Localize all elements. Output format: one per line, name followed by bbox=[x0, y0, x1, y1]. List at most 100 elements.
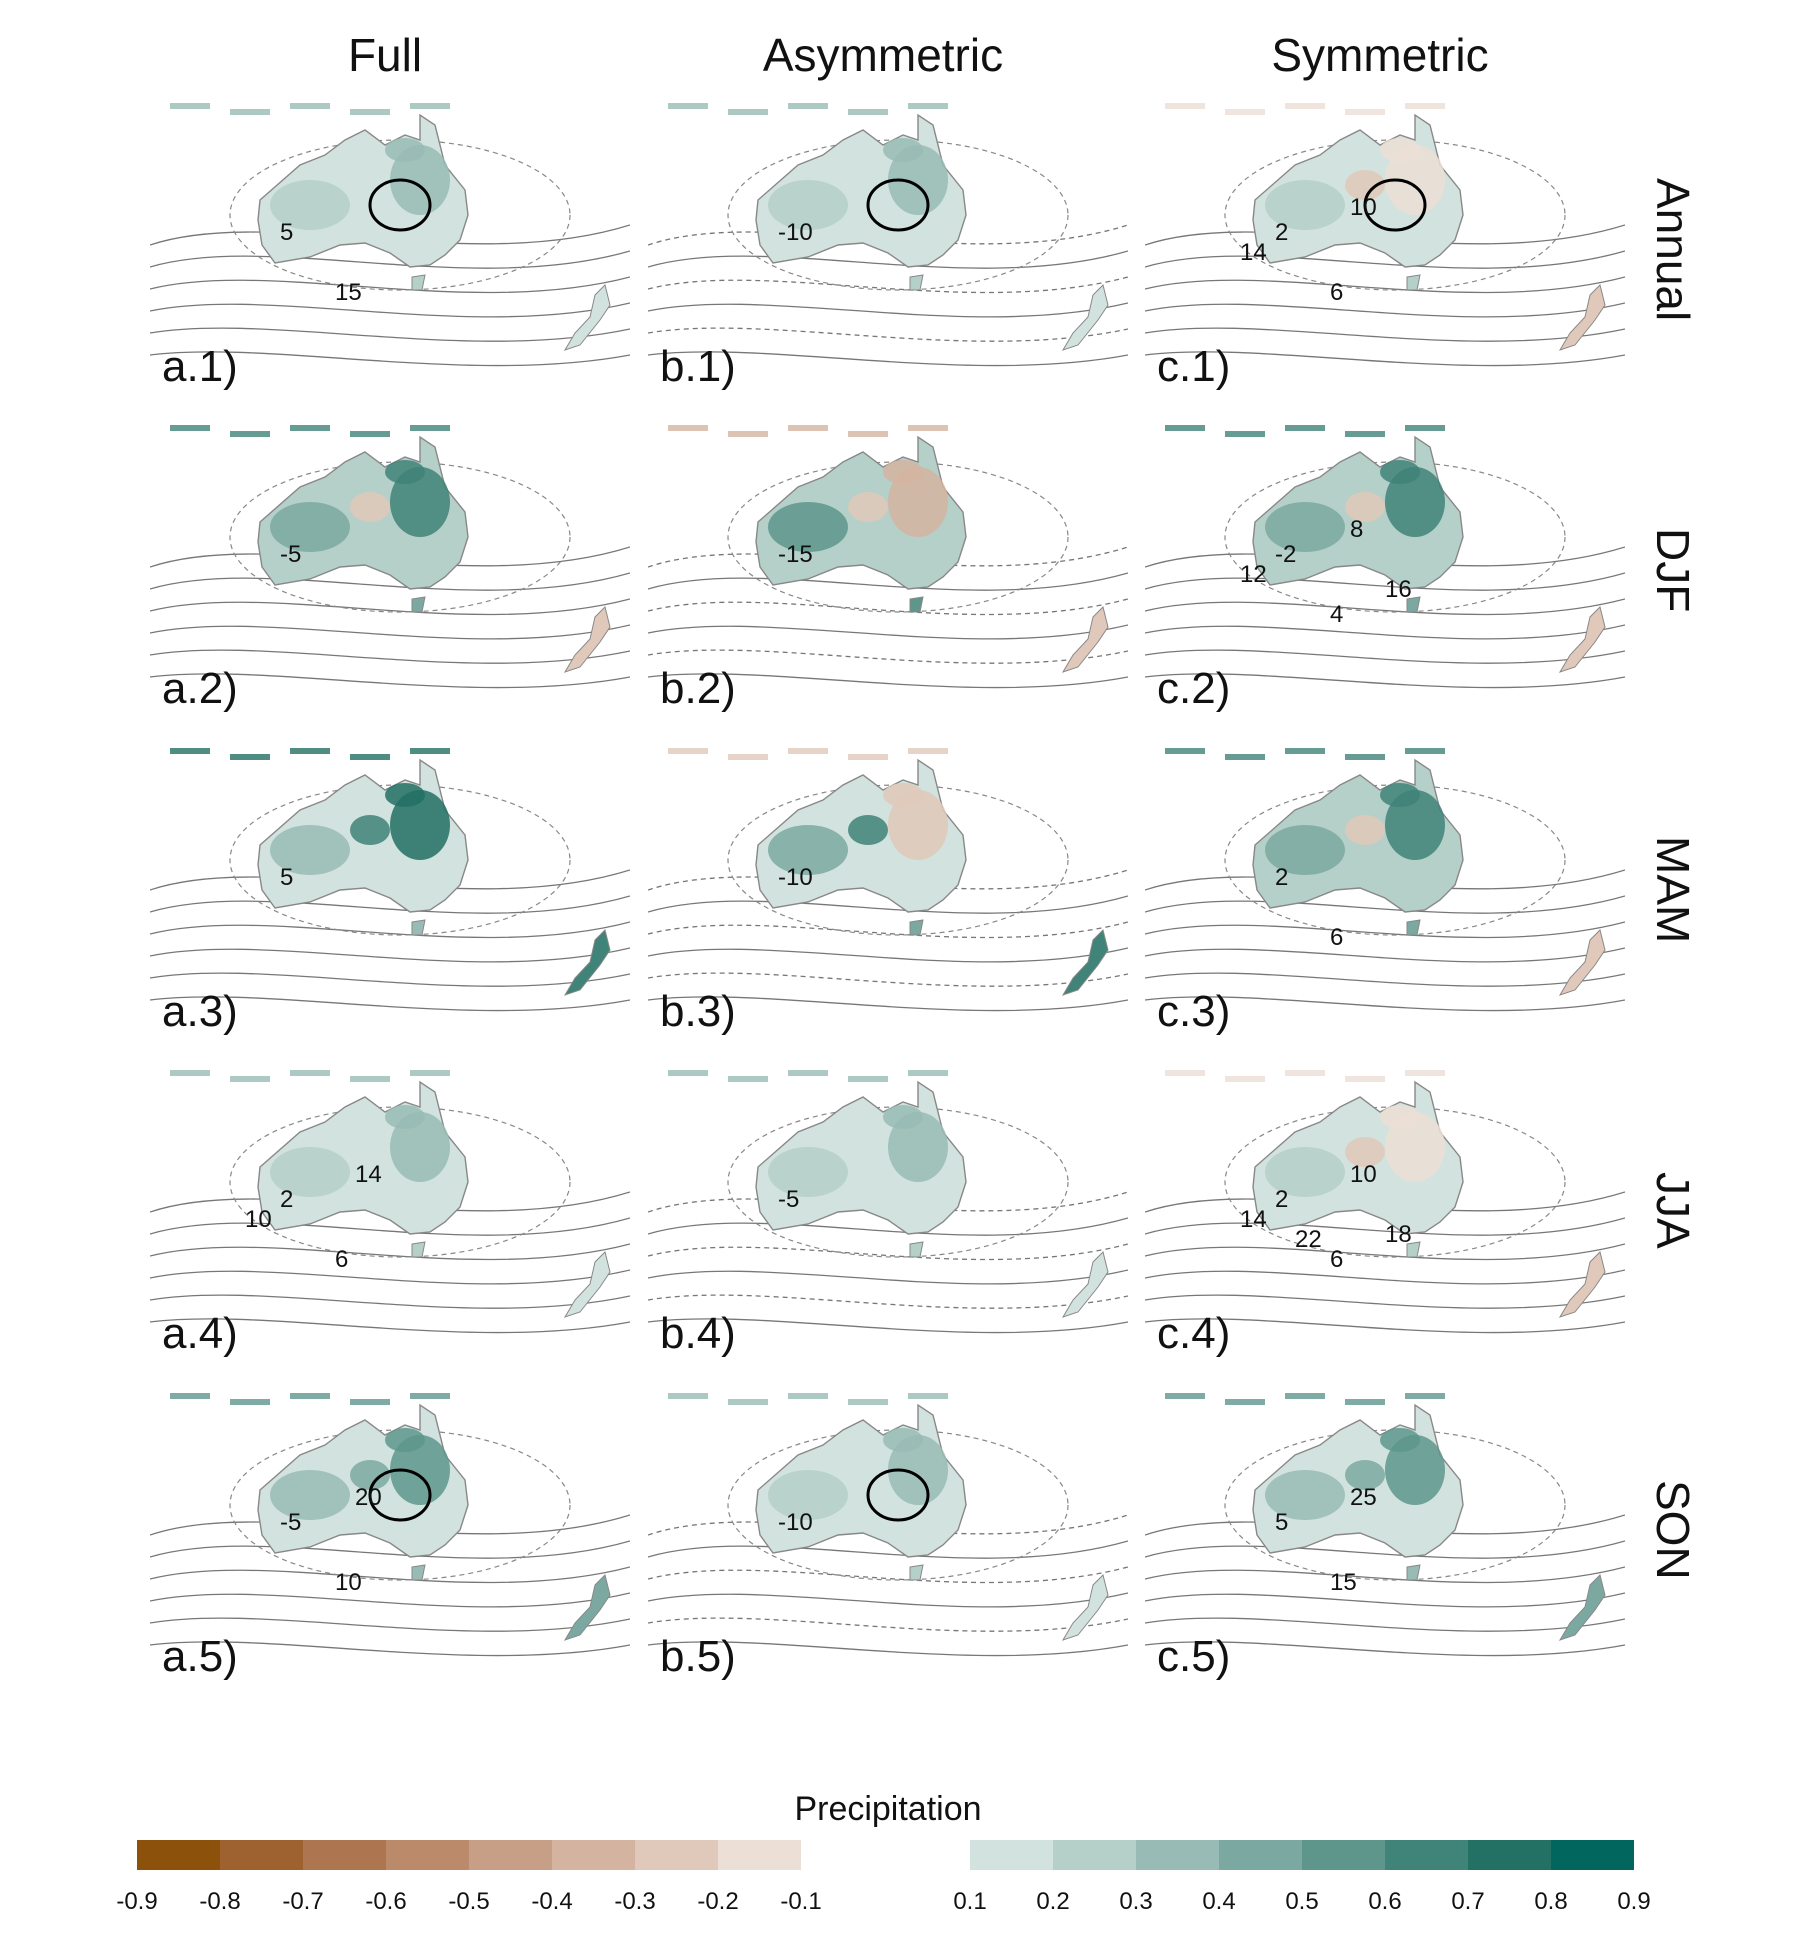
island-patch bbox=[350, 1076, 390, 1082]
panel-label: a.4) bbox=[162, 1309, 238, 1358]
contour-line bbox=[1145, 947, 1625, 963]
row-label-jja: JJA bbox=[1647, 1171, 1699, 1249]
contour-line bbox=[150, 250, 630, 269]
island-patch bbox=[668, 748, 708, 754]
tasmania-outline bbox=[1406, 1241, 1421, 1258]
panel-label: b.2) bbox=[660, 664, 736, 713]
contour-line bbox=[1145, 996, 1625, 1012]
precip-patch bbox=[270, 502, 350, 552]
panel-label: b.4) bbox=[660, 1309, 736, 1358]
colorbar-tick-label: -0.6 bbox=[365, 1888, 407, 1915]
island-patch bbox=[1405, 1393, 1445, 1399]
contour-line bbox=[1145, 1540, 1625, 1559]
new-zealand-outline bbox=[1061, 1574, 1109, 1641]
precip-patch bbox=[883, 1105, 923, 1129]
colorbar-swatch-negative bbox=[137, 1840, 220, 1870]
map-svg: -5 10 20 bbox=[150, 1393, 630, 1657]
precip-patch bbox=[883, 138, 923, 162]
new-zealand-outline bbox=[1558, 284, 1606, 351]
colorbar-tick-label: 0.8 bbox=[1534, 1888, 1568, 1915]
contour-label: 22 bbox=[1295, 1226, 1322, 1253]
precip-patch bbox=[385, 460, 425, 484]
map-svg: -15 bbox=[648, 425, 1128, 689]
island-patch bbox=[848, 1076, 888, 1082]
island-patch bbox=[1345, 109, 1385, 115]
map-svg: 2 6 14 10 bbox=[150, 1070, 630, 1334]
island-patch bbox=[908, 1070, 948, 1076]
contour-label: 2 bbox=[1275, 864, 1288, 891]
map-panel: 5 a.3) bbox=[150, 740, 630, 1045]
precip-patch bbox=[350, 815, 390, 845]
island-patch bbox=[1285, 1393, 1325, 1399]
map-panel: 2 6 14 10 a.4) bbox=[150, 1062, 630, 1367]
tasmania-outline bbox=[411, 919, 426, 936]
map-svg: 5 15 bbox=[150, 103, 630, 367]
precip-patch bbox=[270, 180, 350, 230]
contour-label: 10 bbox=[245, 1206, 272, 1233]
colorbar-tick-label: 0.7 bbox=[1451, 1888, 1485, 1915]
contour-label: -10 bbox=[778, 1509, 813, 1536]
tasmania-outline bbox=[1406, 596, 1421, 613]
colorbar-tick-label: -0.3 bbox=[614, 1888, 656, 1915]
contour-line bbox=[1145, 895, 1625, 914]
island-patch bbox=[1225, 1399, 1265, 1405]
island-patch bbox=[788, 748, 828, 754]
precip-patch bbox=[1385, 1435, 1445, 1505]
colorbar-tick-label: -0.5 bbox=[448, 1888, 490, 1915]
tasmania-outline bbox=[1406, 1564, 1421, 1581]
map-panel: -10 b.3) bbox=[648, 740, 1128, 1045]
significance-contour bbox=[368, 1468, 432, 1522]
island-patch bbox=[410, 103, 450, 109]
contour-line bbox=[648, 1566, 1128, 1584]
new-zealand-outline bbox=[563, 929, 611, 996]
panel-label: a.5) bbox=[162, 1632, 238, 1681]
precip-patch bbox=[848, 492, 888, 522]
contour-line bbox=[648, 1617, 1128, 1632]
precip-patch bbox=[385, 783, 425, 807]
precip-patch bbox=[888, 1112, 948, 1182]
contour-label: 18 bbox=[1385, 1221, 1412, 1248]
contour-label: 2 bbox=[1275, 1186, 1288, 1213]
colorbar-swatch-positive bbox=[1136, 1840, 1219, 1870]
tasmania-outline bbox=[411, 596, 426, 613]
new-zealand-outline bbox=[563, 1251, 611, 1318]
precip-patch bbox=[1345, 170, 1385, 200]
island-patch bbox=[1285, 1070, 1325, 1076]
island-patch bbox=[1405, 1070, 1445, 1076]
significance-contour bbox=[1363, 178, 1427, 232]
contour-label: 20 bbox=[355, 1484, 382, 1511]
contour-line bbox=[648, 673, 1128, 689]
island-patch bbox=[230, 109, 270, 115]
contour-line bbox=[1145, 624, 1625, 640]
contour-label: 8 bbox=[1350, 516, 1363, 543]
island-patch bbox=[350, 109, 390, 115]
new-zealand-outline bbox=[1558, 606, 1606, 673]
colorbar-swatch-negative bbox=[718, 1840, 801, 1870]
colorbar-swatch-negative bbox=[552, 1840, 635, 1870]
contour-label: 10 bbox=[1350, 1161, 1377, 1188]
colorbar-tick-label: -0.1 bbox=[780, 1888, 822, 1915]
contour-line bbox=[1145, 276, 1625, 294]
panel-label: c.2) bbox=[1157, 664, 1231, 713]
precip-patch bbox=[848, 1460, 888, 1490]
contour-label: 14 bbox=[355, 1161, 382, 1188]
contour-line bbox=[648, 250, 1128, 269]
precip-patch bbox=[270, 1470, 350, 1520]
precip-patch bbox=[848, 170, 888, 200]
colorbar-swatch-positive bbox=[1053, 1840, 1136, 1870]
contour-line bbox=[1145, 1641, 1625, 1657]
contour-line bbox=[648, 972, 1128, 987]
colorbar-swatch-positive bbox=[1551, 1840, 1634, 1870]
island-patch bbox=[788, 103, 828, 109]
contour-label: 2 bbox=[280, 1186, 293, 1213]
contour-line bbox=[1145, 327, 1625, 342]
precip-patch bbox=[883, 783, 923, 807]
panel-label: b.5) bbox=[660, 1632, 736, 1681]
significance-contour bbox=[866, 178, 930, 232]
precip-patch bbox=[390, 145, 450, 215]
map-svg: -5 bbox=[150, 425, 630, 689]
island-patch bbox=[290, 748, 330, 754]
map-svg: -2 4 8 12 16 bbox=[1145, 425, 1625, 689]
precip-patch bbox=[1385, 790, 1445, 860]
island-patch bbox=[668, 1070, 708, 1076]
